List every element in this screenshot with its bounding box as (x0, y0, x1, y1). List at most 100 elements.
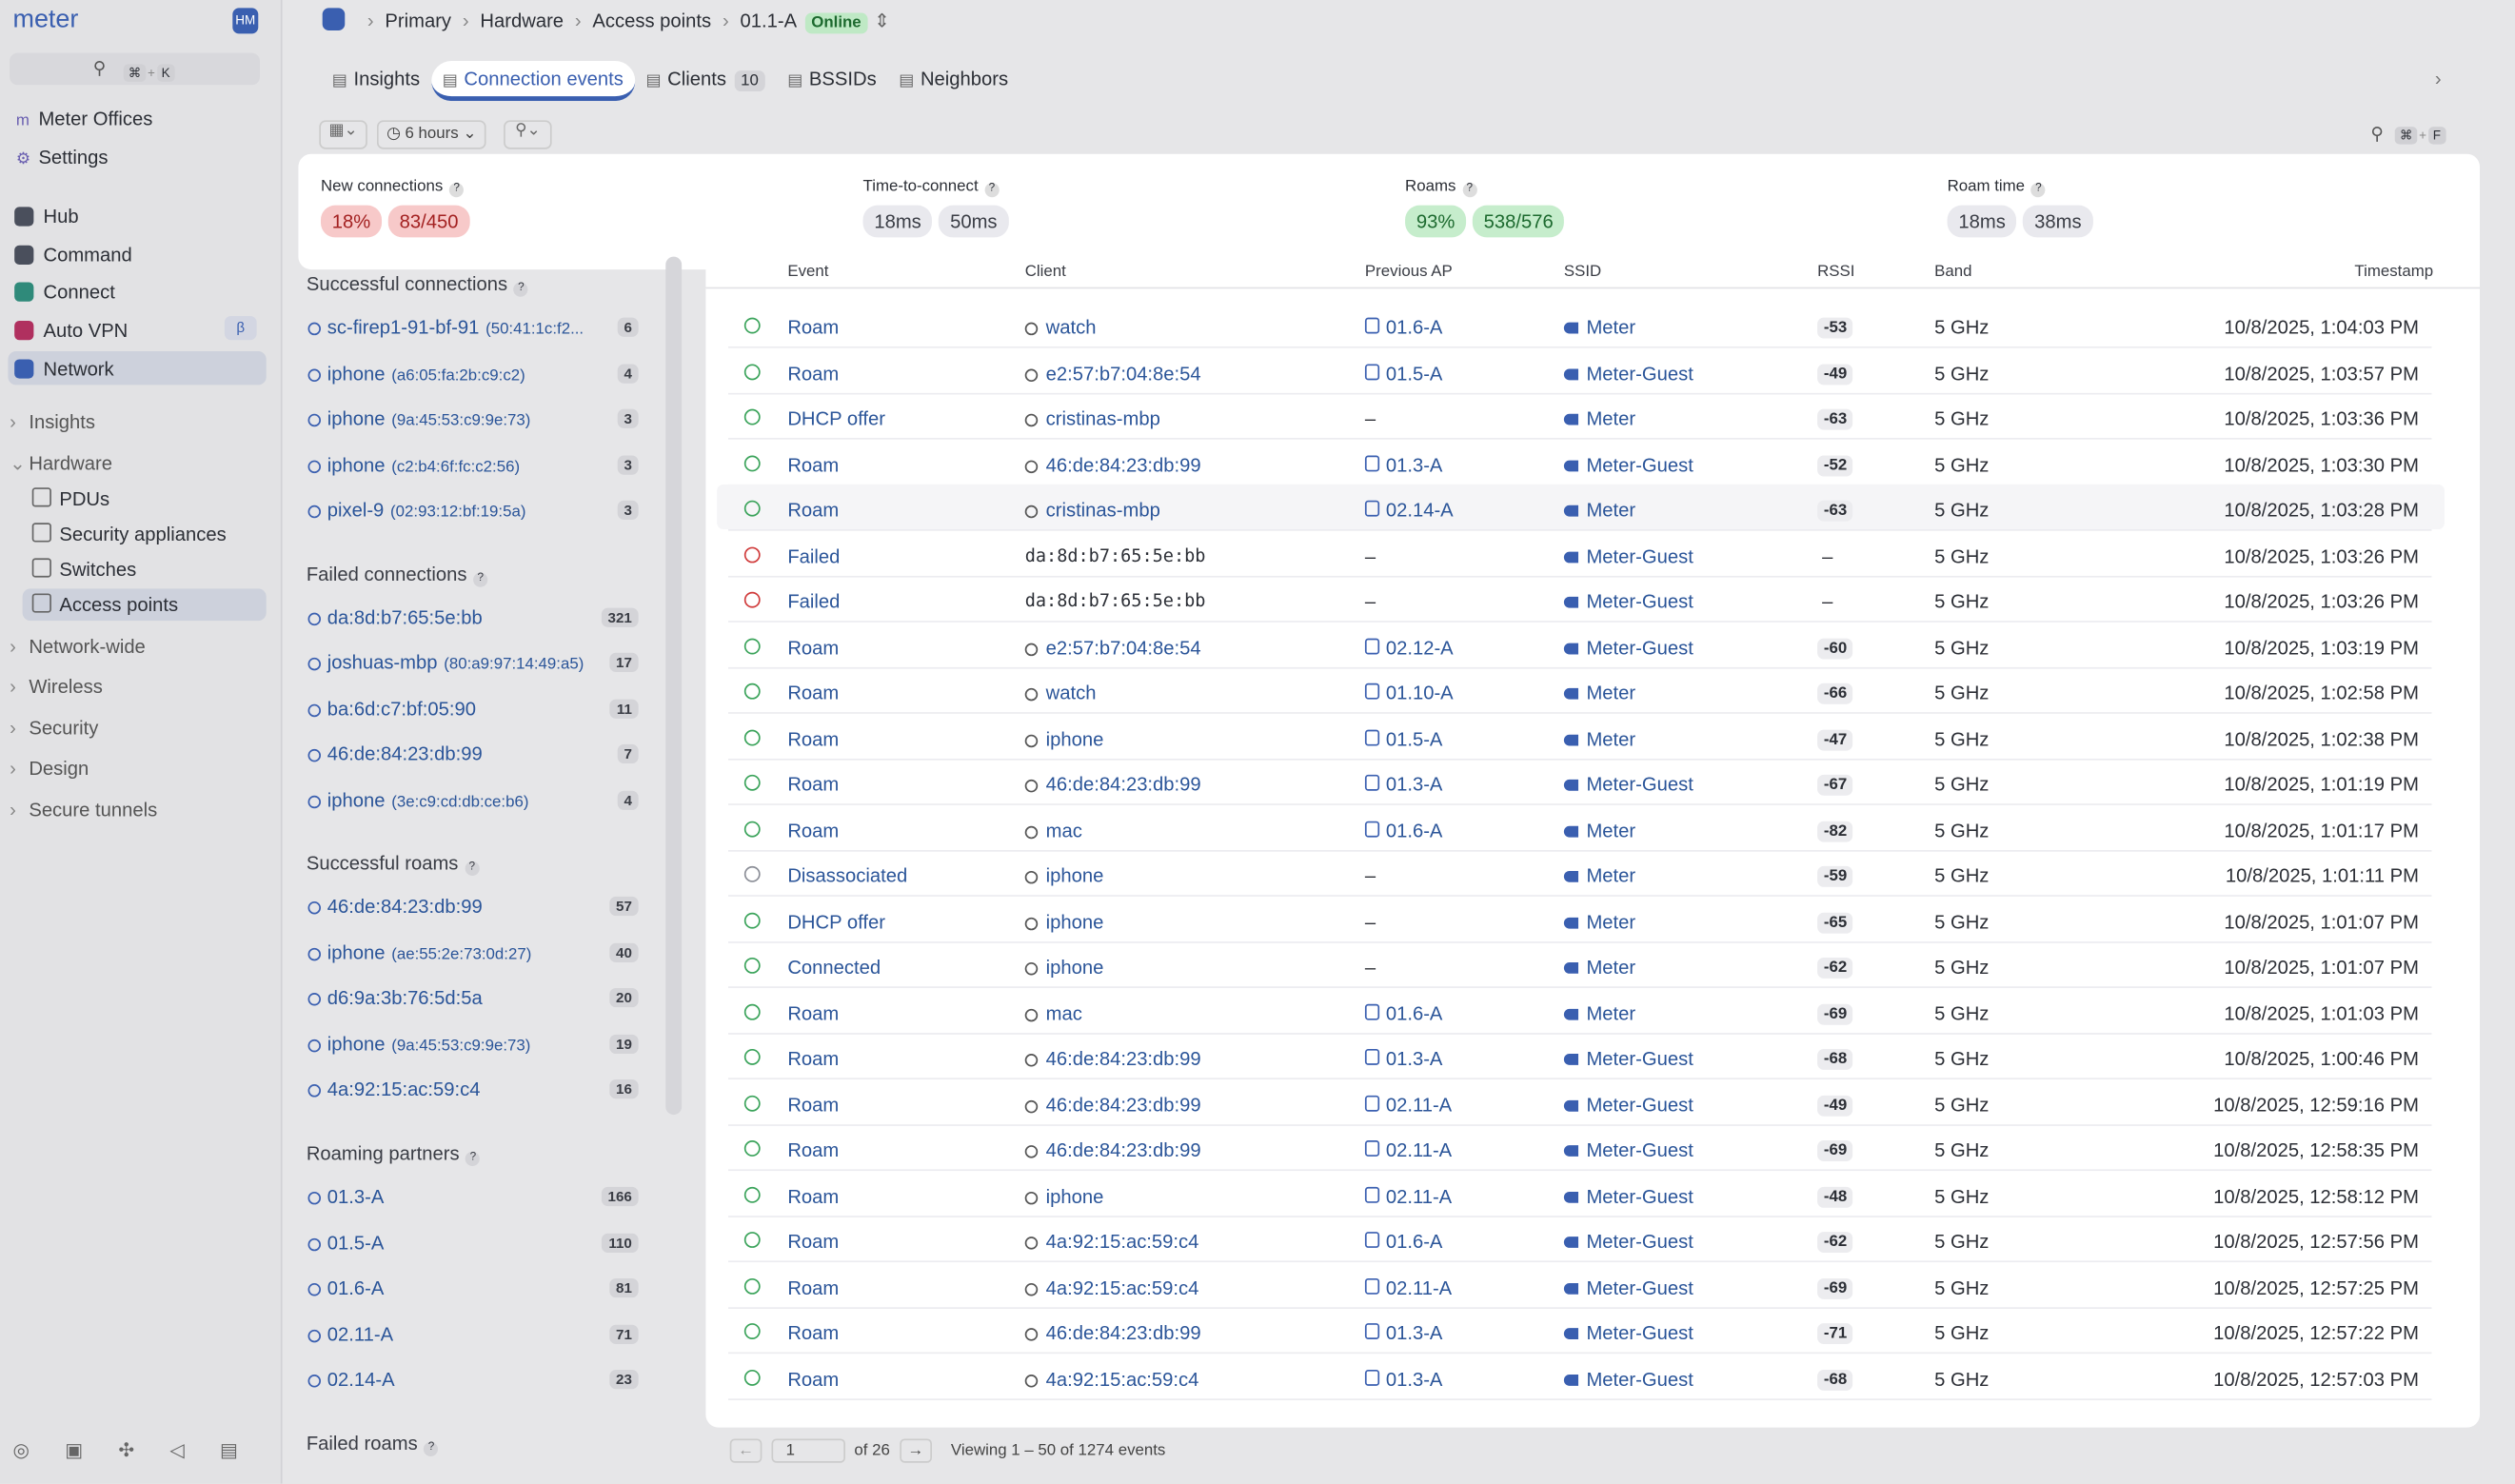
client[interactable]: watch (1024, 682, 1096, 704)
app-item[interactable]: Connect (14, 282, 115, 304)
app-item[interactable]: Auto VPN (14, 319, 128, 342)
ap-name[interactable]: 01.6-A (1385, 1230, 1443, 1253)
client[interactable]: iphone (1024, 1184, 1103, 1207)
panel-item[interactable]: iphone (3e:c9:cd:db:ce:b6) 4 (307, 788, 639, 811)
ssid[interactable]: Meter-Guest (1563, 1184, 1693, 1207)
ap-name[interactable]: 02.11-A (1385, 1138, 1453, 1161)
ap-name[interactable]: 01.3-A (1385, 453, 1443, 476)
app-item[interactable]: Network (14, 357, 114, 380)
column-header[interactable]: RSSI (1817, 263, 1855, 281)
panel-item[interactable]: pixel-9 (02:93:12:bf:19:5a) 3 (307, 499, 639, 522)
client[interactable]: 4a:92:15:ac:59:c4 (1024, 1230, 1198, 1253)
panel-item[interactable]: 01.3-A 166 (307, 1185, 639, 1208)
panel-item[interactable]: sc-firep1-91-bf-91 (50:41:1c:f2... 6 (307, 316, 639, 339)
page-input[interactable]: 1 (771, 1438, 845, 1463)
event[interactable]: Roam (787, 499, 840, 522)
panel-item[interactable]: 46:de:84:23:db:99 7 (307, 742, 639, 765)
event[interactable]: DHCP offer (787, 910, 885, 933)
event[interactable]: DHCP offer (787, 406, 885, 430)
client[interactable]: iphone (1024, 727, 1103, 750)
nav-child[interactable]: Switches (31, 557, 137, 580)
ap-name[interactable]: 02.11-A (1385, 1093, 1453, 1116)
event[interactable]: Roam (787, 1093, 840, 1116)
client[interactable]: cristinas-mbp (1024, 407, 1160, 430)
panel-item[interactable]: iphone (a6:05:fa:2b:c9:c2) 4 (307, 362, 639, 385)
crumb[interactable]: Access points (592, 10, 712, 32)
crumb[interactable]: Primary (385, 10, 452, 32)
nav-item[interactable]: m Meter Offices (16, 108, 152, 130)
ssid[interactable]: Meter (1563, 910, 1635, 933)
next[interactable]: → (899, 1438, 932, 1463)
ssid[interactable]: Meter-Guest (1563, 1093, 1693, 1116)
client[interactable]: 4a:92:15:ac:59:c4 (1024, 1276, 1198, 1298)
panel-item[interactable]: 01.6-A 81 (307, 1276, 639, 1299)
client[interactable]: 46:de:84:23:db:99 (1024, 1138, 1201, 1161)
column-header[interactable]: Client (1024, 263, 1066, 281)
prev[interactable]: ← (729, 1438, 762, 1463)
column-header[interactable]: Previous AP (1364, 263, 1453, 281)
event[interactable]: Roam (787, 1184, 840, 1207)
tab[interactable]: ▤ Neighbors (887, 61, 1019, 96)
nav-item[interactable]: ⚙ Settings (16, 146, 109, 168)
brand[interactable]: meter (12, 6, 79, 34)
ssid[interactable]: Meter (1563, 819, 1635, 841)
ssid[interactable]: Meter-Guest (1563, 1276, 1693, 1298)
ssid[interactable]: Meter (1563, 407, 1635, 430)
panel-item[interactable]: 02.11-A 71 (307, 1322, 639, 1345)
ap-name[interactable]: 01.10-A (1385, 682, 1454, 704)
event[interactable]: Roam (787, 1321, 840, 1345)
ap-name[interactable]: 01.3-A (1385, 1367, 1443, 1391)
column-header[interactable]: Timestamp (2354, 263, 2434, 281)
ssid[interactable]: Meter-Guest (1563, 1367, 1693, 1390)
device[interactable]: 01.1-A (740, 10, 798, 32)
event[interactable]: Roam (787, 727, 840, 750)
column-header[interactable]: SSID (1563, 263, 1602, 281)
nav-section[interactable]: › Network-wide (10, 634, 146, 657)
ap-name[interactable]: 01.6-A (1385, 315, 1443, 339)
ap-name[interactable]: 01.6-A (1385, 1001, 1443, 1024)
panel-item[interactable]: iphone (9a:45:53:c9:9e:73) 19 (307, 1033, 639, 1056)
ssid[interactable]: Meter (1563, 956, 1635, 979)
ssid[interactable]: Meter-Guest (1563, 1230, 1693, 1253)
avatar[interactable]: HM (232, 8, 259, 34)
nav-child[interactable]: Access points (31, 592, 178, 615)
client[interactable]: 46:de:84:23:db:99 (1024, 453, 1201, 476)
event[interactable]: Connected (787, 956, 881, 979)
ap-name[interactable]: 02.11-A (1385, 1184, 1453, 1207)
event[interactable]: Roam (787, 636, 840, 659)
ssid[interactable]: Meter (1563, 316, 1635, 339)
tab[interactable]: ▤ Insights (321, 61, 431, 96)
column-header[interactable]: Band (1934, 263, 1972, 281)
client[interactable]: iphone (1024, 864, 1103, 887)
client[interactable]: 46:de:84:23:db:99 (1024, 1321, 1201, 1344)
panel-item[interactable]: iphone (ae:55:2e:73:0d:27) 40 (307, 941, 639, 964)
event[interactable]: Roam (787, 361, 840, 385)
ssid[interactable]: Meter-Guest (1563, 1138, 1693, 1161)
crumb[interactable]: Hardware (480, 10, 564, 32)
event[interactable]: Failed (787, 544, 841, 567)
ap-name[interactable]: 01.6-A (1385, 819, 1443, 841)
ap-name[interactable]: 02.12-A (1385, 636, 1454, 659)
event[interactable]: Roam (787, 315, 840, 339)
client[interactable]: iphone (1024, 910, 1103, 933)
event[interactable]: Disassociated (787, 864, 908, 887)
ssid[interactable]: Meter (1563, 499, 1635, 522)
search[interactable]: ⚲ ⌘ + K (10, 52, 260, 86)
panel-item[interactable]: 4a:92:15:ac:59:c4 16 (307, 1078, 639, 1101)
event[interactable]: Roam (787, 773, 840, 796)
event[interactable]: Roam (787, 1138, 840, 1161)
event[interactable]: Roam (787, 1276, 840, 1299)
nav-section[interactable]: › Insights (10, 410, 95, 433)
event[interactable]: Roam (787, 1367, 840, 1391)
ap-name[interactable]: 01.5-A (1385, 727, 1443, 750)
ap-name[interactable]: 02.14-A (1385, 499, 1454, 522)
ssid[interactable]: Meter-Guest (1563, 453, 1693, 476)
ssid[interactable]: Meter-Guest (1563, 590, 1693, 613)
client[interactable]: 46:de:84:23:db:99 (1024, 773, 1201, 796)
event[interactable]: Roam (787, 1001, 840, 1024)
event[interactable]: Roam (787, 682, 840, 704)
nav-child[interactable]: PDUs (31, 486, 109, 509)
app-item[interactable]: Hub (14, 206, 79, 228)
client[interactable]: cristinas-mbp (1024, 499, 1160, 522)
panel-item[interactable]: d6:9a:3b:76:5d:5a 20 (307, 987, 639, 1010)
